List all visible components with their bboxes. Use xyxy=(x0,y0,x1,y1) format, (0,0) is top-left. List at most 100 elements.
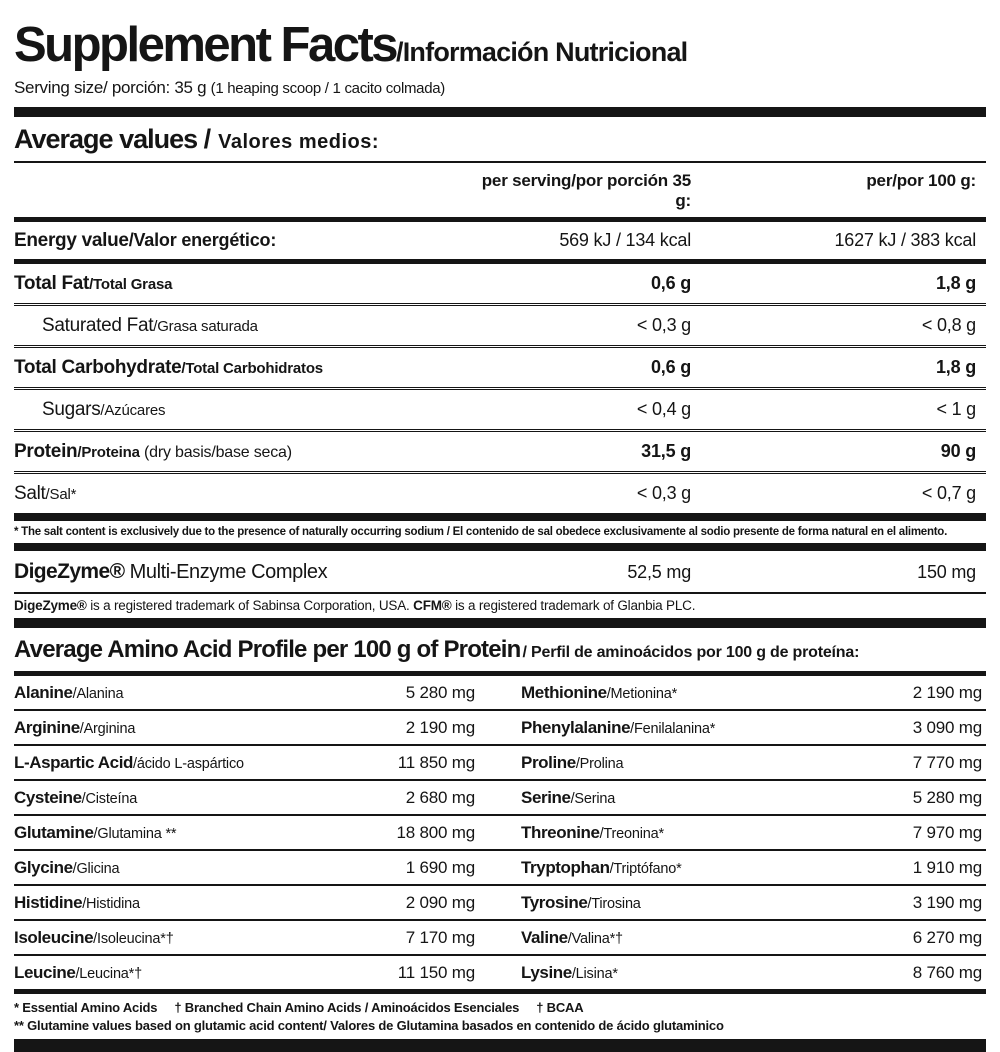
row-label: Total Carbohydrate/Total Carbohidratos xyxy=(14,357,476,379)
row-label: Energy value/Valor energético: xyxy=(14,230,476,252)
amino-value: 3 090 mg xyxy=(912,718,982,738)
amino-name: Arginine/Arginina xyxy=(14,718,136,738)
amino-cell: Phenylalanine/Fenilalanina* 3 090 mg xyxy=(509,711,986,744)
average-values-heading: Average values / Valores medios: xyxy=(14,117,986,161)
amino-value: 2 680 mg xyxy=(405,788,475,808)
value-per-serving: 0,6 g xyxy=(650,273,691,294)
nutrition-row-salt: Salt/Sal* < 0,3 g < 0,7 g xyxy=(14,471,986,513)
nutrition-row-total-fat: Total Fat/Total Grasa 0,6 g 1,8 g xyxy=(14,264,986,303)
column-header-per-100g: per/por 100 g: xyxy=(866,171,976,191)
amino-name: L-Aspartic Acid/ácido L-aspártico xyxy=(14,753,244,773)
row-label: Total Fat/Total Grasa xyxy=(14,273,476,295)
serving-size-line: Serving size/ porción: 35 g (1 heaping s… xyxy=(14,78,986,98)
amino-row: Alanine/Alanina 5 280 mg Methionine/Meti… xyxy=(14,676,986,709)
amino-name: Glycine/Glicina xyxy=(14,858,120,878)
amino-cell: Arginine/Arginina 2 190 mg xyxy=(14,711,509,744)
average-values-spanish: Valores medios: xyxy=(218,131,380,154)
amino-cell: Alanine/Alanina 5 280 mg xyxy=(14,676,509,709)
value-per-serving: < 0,3 g xyxy=(636,315,691,336)
row-label-es: /Azúcares xyxy=(100,402,166,420)
amino-value: 1 690 mg xyxy=(405,858,475,878)
row-label: Saturated Fat/Grasa saturada xyxy=(14,315,476,337)
row-label-es: /Valor energético: xyxy=(128,230,277,251)
amino-name: Threonine/Treonina* xyxy=(521,823,664,843)
trademark-footnote: DigeZyme® is a registered trademark of S… xyxy=(14,594,986,618)
amino-value: 6 270 mg xyxy=(912,928,982,948)
amino-value: 7 770 mg xyxy=(912,753,982,773)
amino-row: Glutamine/Glutamina ** 18 800 mg Threoni… xyxy=(14,814,986,849)
amino-cell: Leucine/Leucina*† 11 150 mg xyxy=(14,956,509,989)
amino-value: 7 170 mg xyxy=(405,928,475,948)
amino-value: 18 800 mg xyxy=(396,823,475,843)
amino-cell: Threonine/Treonina* 7 970 mg xyxy=(509,816,986,849)
enzyme-brand-name: DigeZyme® xyxy=(14,560,125,584)
amino-name: Tryptophan/Triptófano* xyxy=(521,858,682,878)
divider-bar xyxy=(14,107,986,118)
amino-name: Tyrosine/Tirosina xyxy=(521,893,641,913)
row-label-en: Saturated Fat xyxy=(42,315,154,337)
amino-value: 5 280 mg xyxy=(405,683,475,703)
row-label-en: Total Fat xyxy=(14,273,90,295)
amino-row: Glycine/Glicina 1 690 mg Tryptophan/Trip… xyxy=(14,849,986,884)
amino-heading-english: Average Amino Acid Profile per 100 g of … xyxy=(14,636,521,664)
amino-value: 2 090 mg xyxy=(405,893,475,913)
enzyme-name: Multi-Enzyme Complex xyxy=(124,561,328,584)
nutrition-row-saturated-fat: Saturated Fat/Grasa saturada < 0,3 g < 0… xyxy=(14,303,986,345)
amino-name: Histidine/Histidina xyxy=(14,893,140,913)
amino-cell: Serine/Serina 5 280 mg xyxy=(509,781,986,814)
divider-rule xyxy=(14,592,986,595)
amino-cell: Histidine/Histidina 2 090 mg xyxy=(14,886,509,919)
divider-bar xyxy=(14,618,986,629)
trademark-text-1: is a registered trademark of Sabinsa Cor… xyxy=(86,598,414,614)
amino-cell: Glycine/Glicina 1 690 mg xyxy=(14,851,509,884)
divider-bar xyxy=(14,217,986,223)
amino-name: Leucine/Leucina*† xyxy=(14,963,142,983)
enzyme-complex-row: DigeZyme® Multi-Enzyme Complex 52,5 mg 1… xyxy=(14,551,986,592)
amino-name: Isoleucine/Isoleucina*† xyxy=(14,928,174,948)
value-per-serving: 31,5 g xyxy=(641,441,691,462)
amino-value: 11 150 mg xyxy=(397,963,475,983)
row-label: Salt/Sal* xyxy=(14,483,476,505)
amino-value: 7 970 mg xyxy=(912,823,982,843)
row-label-es: /Sal* xyxy=(45,486,77,504)
amino-profile-heading: Average Amino Acid Profile per 100 g of … xyxy=(14,628,986,671)
amino-row: Histidine/Histidina 2 090 mg Tyrosine/Ti… xyxy=(14,884,986,919)
row-label-en: Sugars xyxy=(42,399,101,421)
column-header-row: per serving/por porción 35 g: per/por 10… xyxy=(14,163,986,217)
amino-cell: Tryptophan/Triptófano* 1 910 mg xyxy=(509,851,986,884)
nutrition-row-energy: Energy value/Valor energético: 569 kJ / … xyxy=(14,222,986,259)
value-per-100g: 1,8 g xyxy=(935,273,976,294)
amino-name: Alanine/Alanina xyxy=(14,683,124,703)
nutrition-table: Total Fat/Total Grasa 0,6 g 1,8 g Satura… xyxy=(14,264,986,513)
value-per-serving: < 0,3 g xyxy=(636,483,691,504)
row-label-en: Salt xyxy=(14,483,46,505)
amino-value: 5 280 mg xyxy=(912,788,982,808)
divider-bar xyxy=(14,1039,986,1052)
amino-footnote-glutamine: ** Glutamine values based on glutamic ac… xyxy=(14,1018,724,1034)
divider-bar xyxy=(14,671,986,677)
amino-row: Arginine/Arginina 2 190 mg Phenylalanine… xyxy=(14,709,986,744)
value-per-100g: 1627 kJ / 383 kcal xyxy=(834,230,977,251)
amino-heading-spanish: / Perfil de aminoácidos por 100 g de pro… xyxy=(522,644,860,662)
amino-value: 3 190 mg xyxy=(912,893,982,913)
amino-name: Proline/Prolina xyxy=(521,753,624,773)
row-label-en: Total Carbohydrate xyxy=(14,357,182,379)
amino-row: Leucine/Leucina*† 11 150 mg Lysine/Lisin… xyxy=(14,954,986,989)
trademark-cfm: CFM® xyxy=(413,598,452,614)
row-label-es: /Proteina xyxy=(77,444,140,462)
amino-cell: L-Aspartic Acid/ácido L-aspártico 11 850… xyxy=(14,746,509,779)
value-per-serving: 569 kJ / 134 kcal xyxy=(559,230,691,251)
amino-value: 8 760 mg xyxy=(912,963,982,983)
amino-acid-table: Alanine/Alanina 5 280 mg Methionine/Meti… xyxy=(14,676,986,989)
salt-footnote: * The salt content is exclusively due to… xyxy=(14,526,948,539)
nutrition-row-protein: Protein/Proteina (dry basis/base seca) 3… xyxy=(14,429,986,471)
average-values-english: Average values / xyxy=(14,124,211,155)
trademark-digezyme: DigeZyme® xyxy=(14,598,87,614)
row-label-es: /Grasa saturada xyxy=(153,318,258,336)
row-label-en: Energy value xyxy=(14,230,129,252)
value-per-serving: 52,5 mg xyxy=(627,562,691,583)
amino-cell: Proline/Prolina 7 770 mg xyxy=(509,746,986,779)
amino-cell: Glutamine/Glutamina ** 18 800 mg xyxy=(14,816,509,849)
amino-value: 11 850 mg xyxy=(397,753,475,773)
amino-name: Cysteine/Cisteína xyxy=(14,788,138,808)
